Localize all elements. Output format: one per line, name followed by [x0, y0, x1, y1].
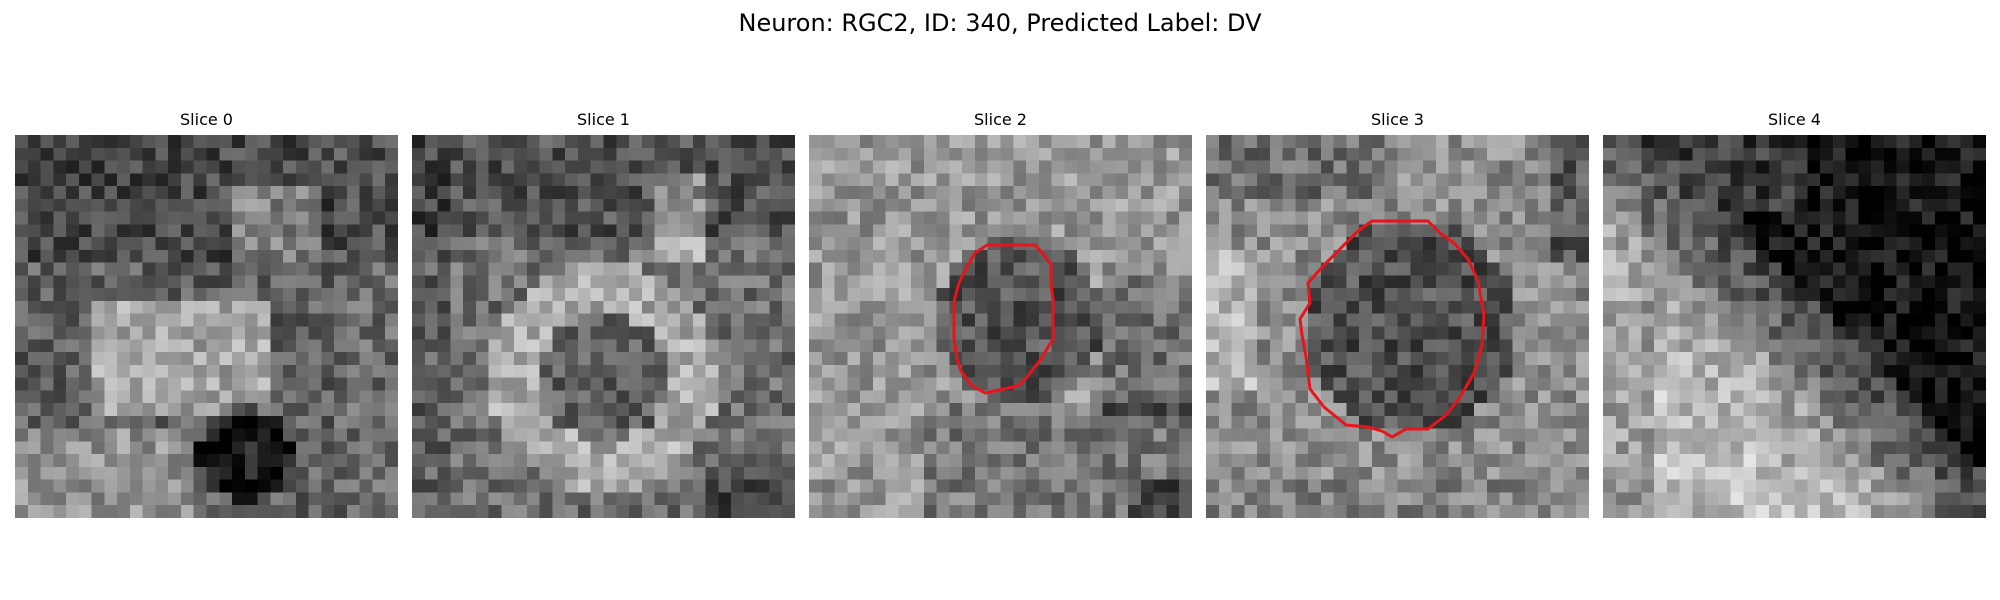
- slice-title-3: Slice 3: [1371, 110, 1424, 129]
- slice-title-1: Slice 1: [577, 110, 630, 129]
- figure-title: Neuron: RGC2, ID: 340, Predicted Label: …: [738, 9, 1262, 37]
- slice-panel-2: Slice 2: [809, 108, 1192, 518]
- slice-title-0: Slice 0: [180, 110, 233, 129]
- slice-panel-3: Slice 3: [1206, 108, 1589, 518]
- slice-panel-0: Slice 0: [15, 108, 398, 518]
- slice-image-2: [809, 135, 1192, 518]
- slice-image-0: [15, 135, 398, 518]
- slice-panel-1: Slice 1: [412, 108, 795, 518]
- slice-title-2: Slice 2: [974, 110, 1027, 129]
- slice-image-4: [1603, 135, 1986, 518]
- slice-panel-4: Slice 4: [1603, 108, 1986, 518]
- slice-title-4: Slice 4: [1768, 110, 1821, 129]
- slice-image-1: [412, 135, 795, 518]
- slice-image-3: [1206, 135, 1589, 518]
